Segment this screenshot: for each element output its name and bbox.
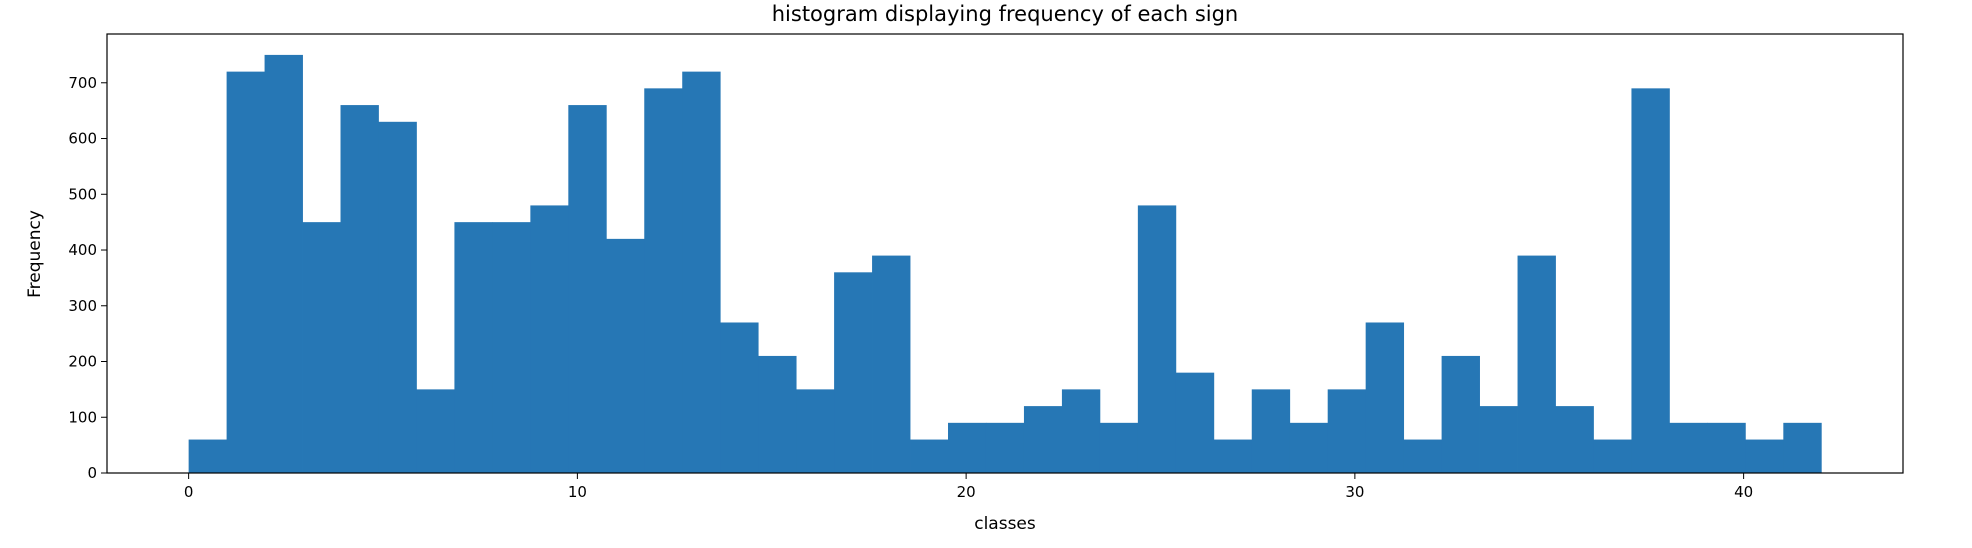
plot-frame xyxy=(106,33,1904,474)
y-axis-label: Frequency xyxy=(25,210,45,298)
histogram-bar xyxy=(682,71,721,473)
histogram-bar xyxy=(872,255,911,473)
histogram-bar xyxy=(1137,205,1177,473)
histogram-bar xyxy=(1175,372,1215,473)
y-tick-label: 200 xyxy=(68,353,97,371)
x-axis-label: classes xyxy=(974,514,1036,534)
histogram-bar xyxy=(644,88,683,473)
y-tick-label: 400 xyxy=(68,241,97,259)
x-tick-label: 20 xyxy=(957,483,976,501)
histogram-bar xyxy=(1669,422,1708,473)
histogram-bar xyxy=(1479,406,1518,473)
histogram-bar xyxy=(264,54,303,474)
histogram-bar xyxy=(1441,355,1480,473)
histogram-bar xyxy=(1327,389,1367,473)
histogram-bar xyxy=(1783,422,1822,473)
histogram-bar xyxy=(606,238,645,473)
y-axis-ticks: 0 100 200 300 400 500 600 700 xyxy=(68,74,107,482)
histogram-bar xyxy=(1289,422,1329,473)
histogram-bar xyxy=(188,439,228,473)
x-axis-ticks: 0 10 20 30 40 xyxy=(184,473,1753,501)
histogram-bar xyxy=(1745,439,1784,473)
histogram-bar xyxy=(796,389,835,473)
histogram-bar xyxy=(1555,406,1594,473)
y-tick-label: 0 xyxy=(87,464,97,482)
histogram-bar xyxy=(378,121,417,474)
histogram-bar xyxy=(302,222,341,473)
y-tick-label: 100 xyxy=(68,408,97,426)
histogram-bar xyxy=(1099,422,1139,473)
chart-title: histogram displaying frequency of each s… xyxy=(772,2,1239,26)
histogram-bar xyxy=(1365,322,1405,473)
histogram-bar xyxy=(1251,389,1291,473)
x-tick-label: 0 xyxy=(184,483,194,501)
histogram-bar xyxy=(1517,255,1556,473)
x-tick-label: 30 xyxy=(1345,483,1364,501)
histogram-bar xyxy=(530,205,569,473)
bars-group xyxy=(188,54,1822,474)
histogram-bar xyxy=(568,105,607,474)
histogram-bar xyxy=(226,71,265,473)
histogram-bar xyxy=(1707,422,1746,473)
y-tick-label: 700 xyxy=(68,74,97,92)
y-tick-label: 500 xyxy=(68,185,97,203)
histogram-bar xyxy=(985,422,1025,473)
histogram-bar xyxy=(340,105,379,474)
histogram-bar xyxy=(948,422,987,473)
y-tick-label: 300 xyxy=(68,297,97,315)
histogram-bar xyxy=(1403,439,1443,473)
histogram-bar xyxy=(720,322,759,473)
histogram-bar xyxy=(1593,439,1632,473)
histogram-bar xyxy=(416,389,455,473)
histogram-bar xyxy=(910,439,949,473)
histogram-bar xyxy=(492,222,531,473)
histogram-bar xyxy=(1023,406,1063,473)
y-tick-label: 600 xyxy=(68,130,97,148)
histogram-bar xyxy=(834,272,873,473)
x-tick-label: 40 xyxy=(1734,483,1753,501)
histogram-bar xyxy=(1631,88,1670,473)
histogram-bar xyxy=(1213,439,1253,473)
histogram-bar xyxy=(1061,389,1101,473)
histogram-bar xyxy=(454,222,493,473)
x-tick-label: 10 xyxy=(568,483,587,501)
histogram-bar xyxy=(758,355,797,473)
